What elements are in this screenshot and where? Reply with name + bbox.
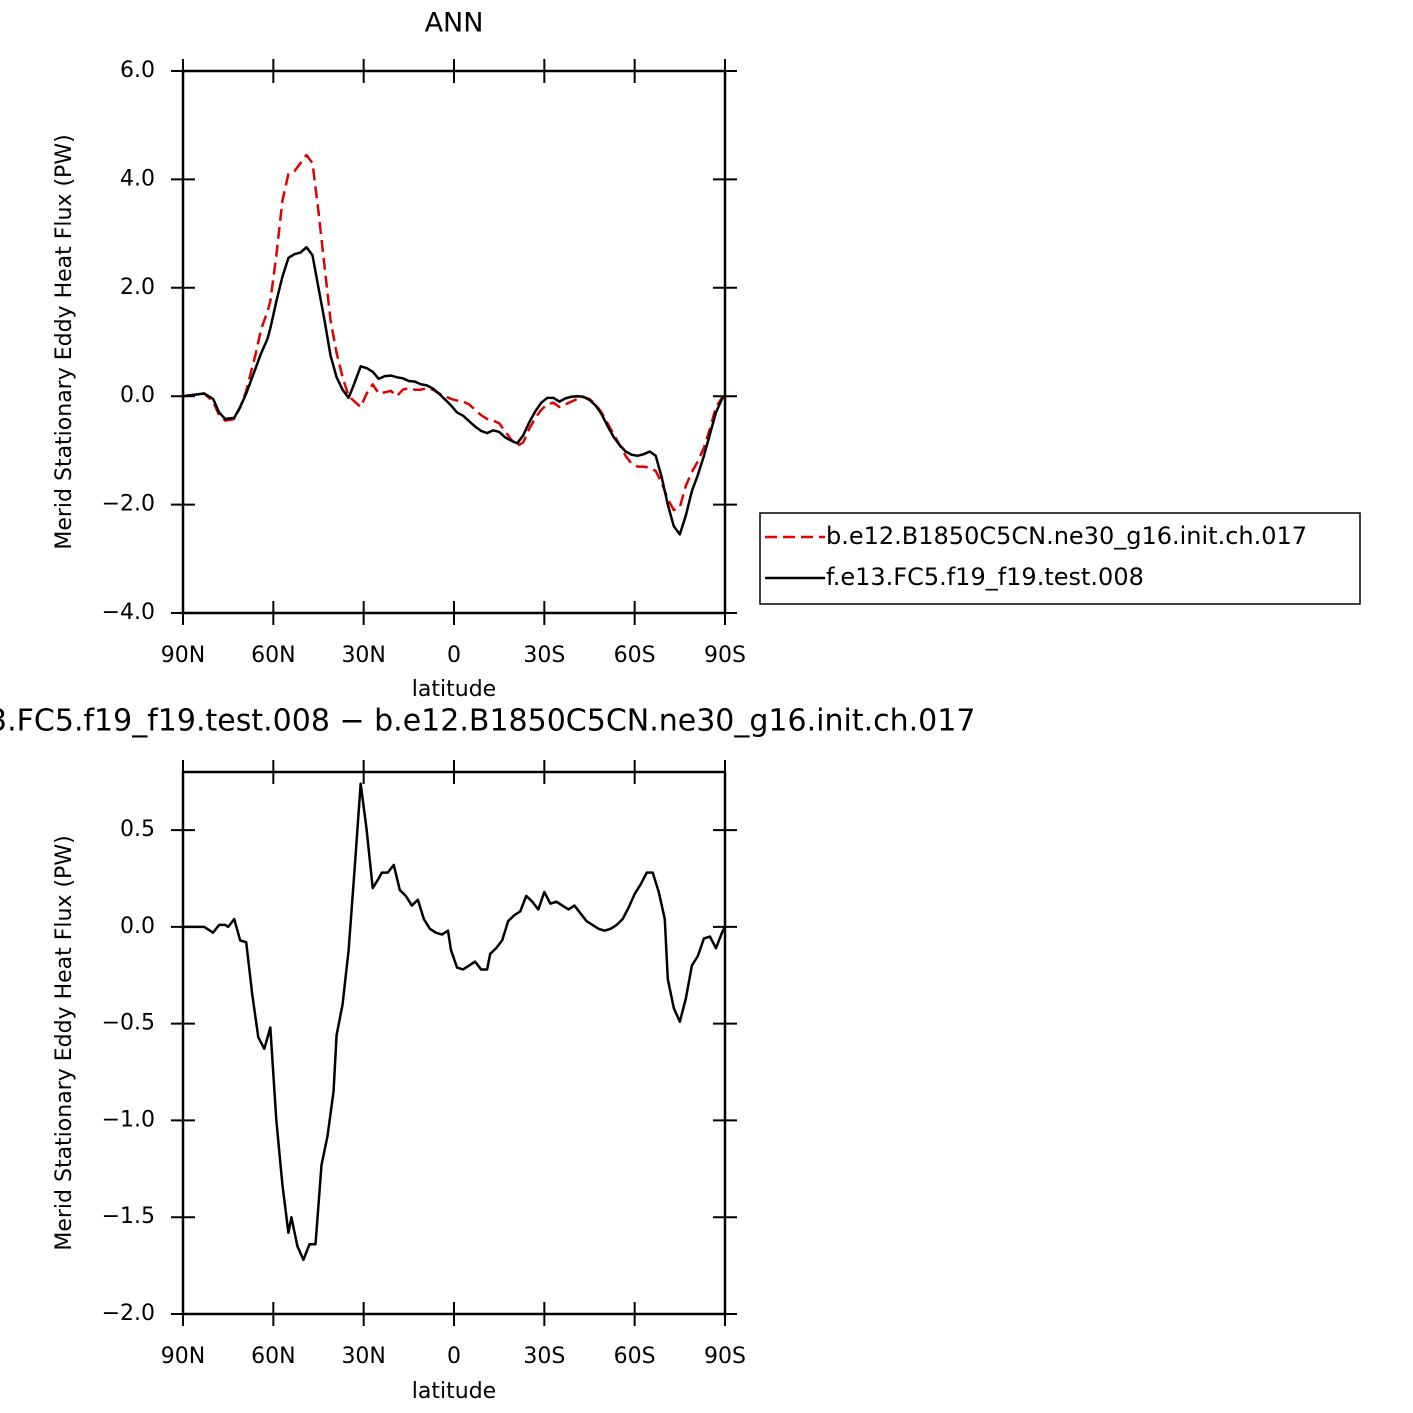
- legend-label: f.e13.FC5.f19_f19.test.008: [826, 563, 1144, 591]
- y-tick-label: 0.0: [120, 914, 155, 939]
- y-tick-label: 0.0: [120, 383, 155, 408]
- x-tick-label: 90S: [704, 1344, 746, 1369]
- y-tick-label: −2.0: [102, 1301, 155, 1326]
- x-tick-label: 0: [447, 643, 461, 668]
- x-tick-label: 60S: [614, 643, 656, 668]
- x-tick-label: 30N: [341, 1344, 385, 1369]
- y-tick-label: 2.0: [120, 275, 155, 300]
- legend-box: [759, 512, 1361, 605]
- chart-title: f.e13.FC5.f19_f19.test.008 − b.e12.B1850…: [0, 704, 975, 739]
- y-tick-label: 4.0: [120, 166, 155, 191]
- x-tick-label: 90N: [161, 1344, 205, 1369]
- plot-frame: [181, 770, 727, 1316]
- y-tick-label: 0.5: [120, 817, 155, 842]
- data-line: [182, 153, 726, 512]
- y-axis-label: Merid Stationary Eddy Heat Flux (PW): [52, 835, 77, 1250]
- x-tick-label: 90S: [704, 643, 746, 668]
- y-tick-label: −4.0: [102, 600, 155, 625]
- x-tick-label: 60N: [251, 1344, 295, 1369]
- x-axis-label: latitude: [412, 1379, 496, 1404]
- x-tick-label: 90N: [161, 643, 205, 668]
- x-tick-label: 60N: [251, 643, 295, 668]
- data-line: [183, 782, 727, 1262]
- y-tick-label: 6.0: [120, 58, 155, 83]
- x-tick-label: 30N: [341, 643, 385, 668]
- x-tick-label: 30S: [523, 1344, 565, 1369]
- y-tick-label: −0.5: [102, 1011, 155, 1036]
- y-tick-label: −1.5: [102, 1204, 155, 1229]
- y-tick-label: −1.0: [102, 1107, 155, 1132]
- plot-frame: [181, 69, 727, 615]
- x-tick-label: 30S: [523, 643, 565, 668]
- data-line: [182, 245, 726, 536]
- x-tick-label: 60S: [614, 1344, 656, 1369]
- x-tick-label: 0: [447, 1344, 461, 1369]
- chart-title: ANN: [425, 8, 484, 39]
- y-tick-label: −2.0: [102, 492, 155, 517]
- y-axis-label: Merid Stationary Eddy Heat Flux (PW): [52, 134, 77, 549]
- legend-label: b.e12.B1850C5CN.ne30_g16.init.ch.017: [826, 522, 1307, 550]
- x-axis-label: latitude: [412, 677, 496, 702]
